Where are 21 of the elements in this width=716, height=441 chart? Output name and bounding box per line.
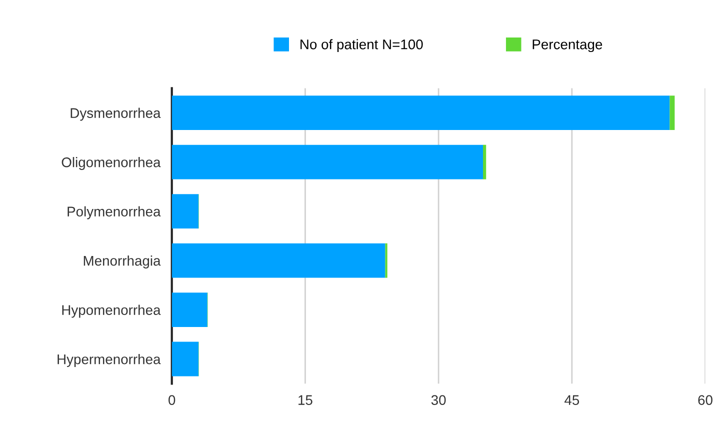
legend-label: Percentage — [532, 40, 602, 52]
bar — [670, 96, 675, 130]
bar — [172, 96, 670, 130]
bar — [172, 194, 199, 229]
bar — [172, 342, 199, 376]
bar — [172, 292, 208, 328]
y-tick-label: Dysmenorrhea — [70, 108, 161, 121]
x-tick-label: 15 — [298, 395, 312, 405]
y-tick-label: Hypomenorrhea — [62, 304, 161, 318]
y-tick-label: Polymenorrhea — [68, 206, 161, 220]
bar — [172, 243, 386, 278]
x-tick-label: 60 — [698, 395, 712, 405]
x-tick-label: 30 — [431, 395, 446, 405]
y-tick-label: Menorrhagia — [84, 256, 161, 268]
x-tick-label: 0 — [168, 395, 176, 405]
y-tick-label: Hypermenorrhea — [58, 354, 161, 367]
bar — [172, 144, 483, 180]
legend-label: No of patient N=100 — [300, 39, 423, 52]
x-tick-label: 45 — [564, 395, 580, 405]
bar — [483, 144, 486, 180]
y-tick-label: Oligomenorrhea — [62, 157, 161, 170]
